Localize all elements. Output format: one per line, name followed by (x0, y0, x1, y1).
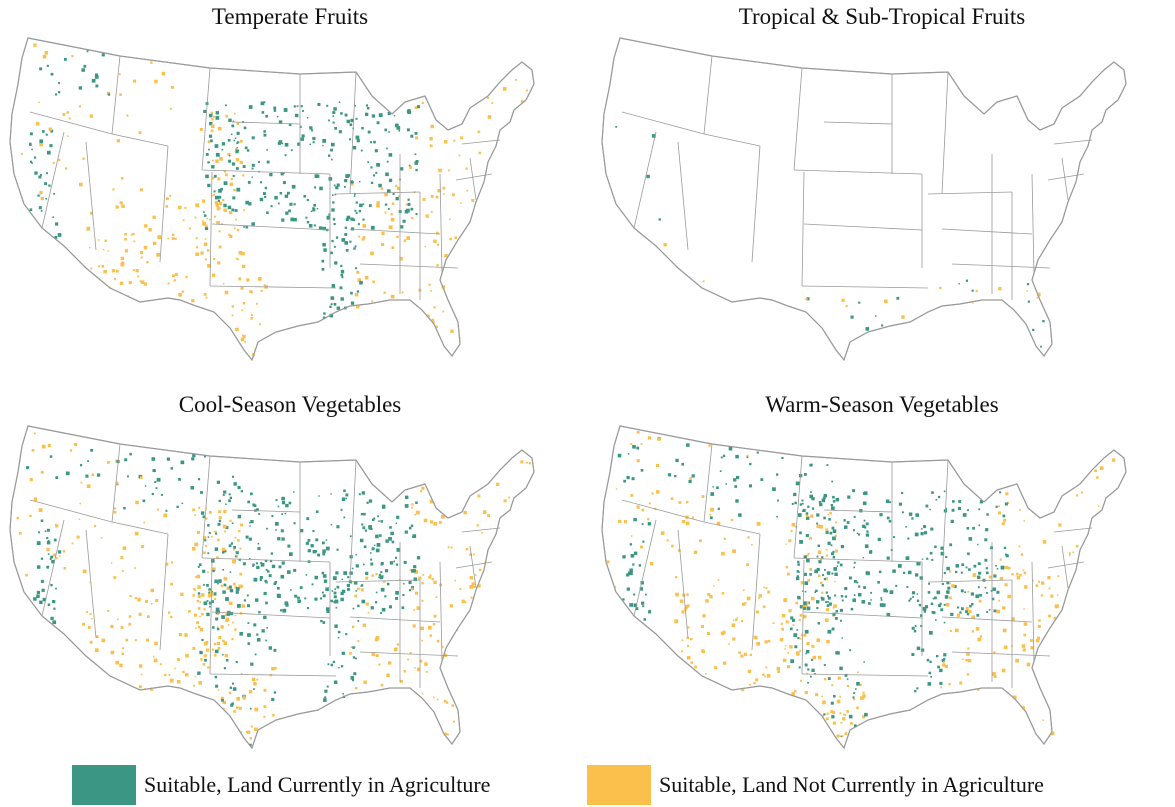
map-panel-cool-season-vegetables: Cool-Season Vegetables (0, 388, 580, 768)
us-outline-stroke (601, 37, 1127, 362)
suitability-cells (20, 43, 528, 357)
us-suitability-map (601, 37, 1127, 362)
state-boundaries (621, 443, 1093, 688)
state-boundaries (29, 443, 501, 688)
us-suitability-map (9, 37, 535, 362)
map-panel-temperate-fruits: Temperate Fruits (0, 0, 580, 380)
legend-label: Suitable, Land Currently in Agriculture (144, 772, 491, 797)
map-panel-tropical-fruits: Tropical & Sub-Tropical Fruits (592, 0, 1172, 380)
legend-label: Suitable, Land Not Currently in Agricult… (659, 772, 1044, 797)
us-outline-stroke (9, 425, 535, 750)
panel-title: Warm-Season Vegetables (765, 392, 999, 417)
us-outline-stroke (9, 37, 535, 362)
suitability-cells (615, 126, 1045, 348)
us-suitability-map (9, 425, 535, 750)
map-legend: Suitable, Land Currently in Agriculture … (0, 760, 1175, 807)
panel-title: Cool-Season Vegetables (178, 392, 402, 417)
state-boundaries (29, 55, 501, 300)
state-boundaries (621, 55, 1093, 300)
panel-title: Tropical & Sub-Tropical Fruits (738, 4, 1026, 29)
legend-item-agriculture: Suitable, Land Currently in Agriculture (72, 765, 490, 805)
us-outline-stroke (601, 425, 1127, 750)
us-suitability-map (601, 425, 1127, 750)
us-outline (9, 37, 535, 362)
panel-title: Temperate Fruits (211, 4, 369, 29)
legend-swatch-not-agriculture (587, 765, 651, 805)
legend-swatch-agriculture (72, 765, 136, 805)
map-panel-warm-season-vegetables: Warm-Season Vegetables (592, 388, 1172, 768)
legend-item-not-agriculture: Suitable, Land Not Currently in Agricult… (587, 765, 1044, 805)
us-outline (601, 37, 1127, 362)
